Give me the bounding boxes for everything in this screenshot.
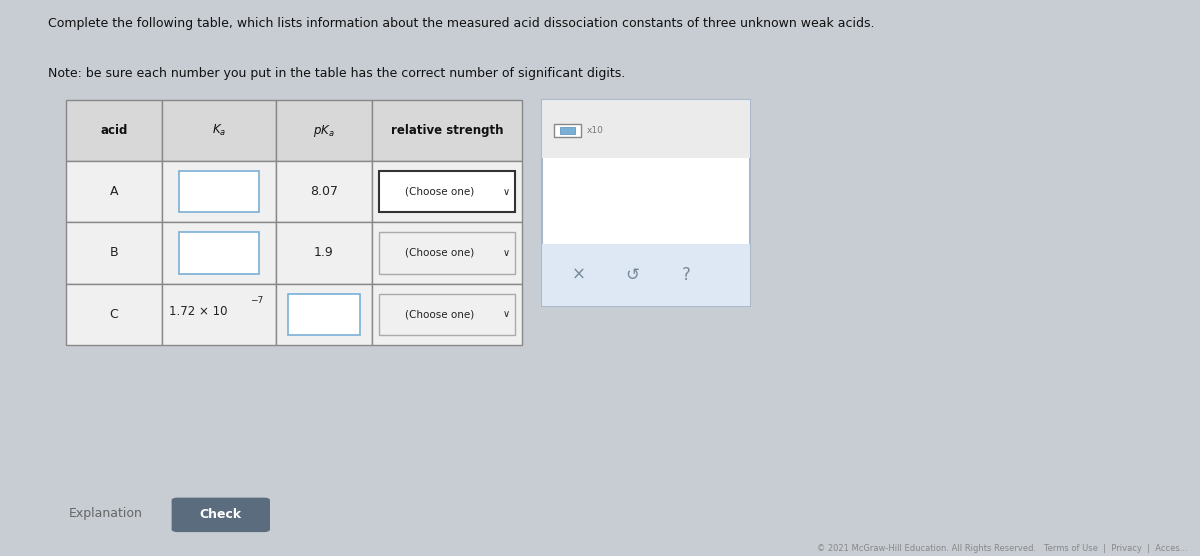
- FancyBboxPatch shape: [162, 284, 276, 345]
- FancyBboxPatch shape: [276, 222, 372, 284]
- FancyBboxPatch shape: [276, 100, 372, 161]
- Text: 1.9: 1.9: [314, 246, 334, 260]
- FancyBboxPatch shape: [288, 294, 360, 335]
- FancyBboxPatch shape: [162, 100, 276, 161]
- Text: $K_a$: $K_a$: [212, 123, 226, 138]
- FancyBboxPatch shape: [372, 222, 522, 284]
- FancyBboxPatch shape: [372, 284, 522, 345]
- Text: (Choose one): (Choose one): [406, 187, 474, 197]
- Text: acid: acid: [101, 124, 127, 137]
- FancyBboxPatch shape: [162, 161, 276, 222]
- Text: ∨: ∨: [503, 248, 510, 258]
- Text: Complete the following table, which lists information about the measured acid di: Complete the following table, which list…: [48, 17, 875, 29]
- FancyBboxPatch shape: [66, 161, 162, 222]
- Text: ×: ×: [571, 266, 586, 284]
- Text: Note: be sure each number you put in the table has the correct number of signifi: Note: be sure each number you put in the…: [48, 67, 625, 80]
- Text: ∨: ∨: [503, 309, 510, 319]
- FancyBboxPatch shape: [66, 100, 162, 161]
- FancyBboxPatch shape: [379, 294, 515, 335]
- FancyBboxPatch shape: [372, 161, 522, 222]
- FancyBboxPatch shape: [542, 100, 750, 158]
- Text: C: C: [109, 307, 119, 321]
- Text: ∨: ∨: [503, 187, 510, 197]
- Text: (Choose one): (Choose one): [406, 309, 474, 319]
- FancyBboxPatch shape: [66, 284, 162, 345]
- Text: B: B: [109, 246, 119, 260]
- Text: A: A: [109, 185, 119, 198]
- Text: 8.07: 8.07: [310, 185, 338, 198]
- Text: relative strength: relative strength: [391, 124, 503, 137]
- Text: ?: ?: [682, 266, 691, 284]
- FancyBboxPatch shape: [542, 244, 750, 306]
- FancyBboxPatch shape: [172, 498, 270, 532]
- FancyBboxPatch shape: [179, 232, 259, 274]
- Text: Check: Check: [199, 508, 242, 522]
- FancyBboxPatch shape: [372, 100, 522, 161]
- Text: x10: x10: [587, 126, 604, 135]
- Text: ↺: ↺: [625, 266, 640, 284]
- FancyBboxPatch shape: [276, 284, 372, 345]
- FancyBboxPatch shape: [554, 125, 581, 137]
- Text: −7: −7: [250, 296, 263, 305]
- Text: Explanation: Explanation: [68, 507, 143, 520]
- Text: (Choose one): (Choose one): [406, 248, 474, 258]
- FancyBboxPatch shape: [276, 161, 372, 222]
- Text: 1.72 × 10: 1.72 × 10: [169, 305, 228, 319]
- FancyBboxPatch shape: [162, 222, 276, 284]
- FancyBboxPatch shape: [66, 222, 162, 284]
- Text: $pK_a$: $pK_a$: [313, 123, 335, 138]
- FancyBboxPatch shape: [542, 100, 750, 306]
- Text: © 2021 McGraw-Hill Education. All Rights Reserved.   Terms of Use  |  Privacy  |: © 2021 McGraw-Hill Education. All Rights…: [817, 544, 1188, 553]
- FancyBboxPatch shape: [379, 232, 515, 274]
- FancyBboxPatch shape: [379, 171, 515, 212]
- FancyBboxPatch shape: [560, 127, 575, 134]
- FancyBboxPatch shape: [179, 171, 259, 212]
